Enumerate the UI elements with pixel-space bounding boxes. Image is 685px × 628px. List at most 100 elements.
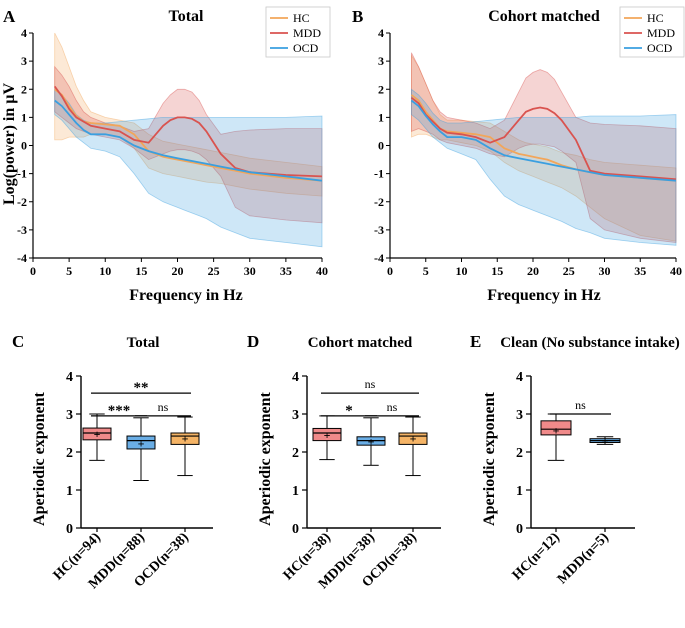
- panel-b-title: Cohort matched: [488, 8, 600, 25]
- panel-d-ylabel: Aperiodic exponent: [257, 391, 274, 525]
- panel-b-legend-label-ocd: OCD: [647, 41, 673, 55]
- panel-b-xtick-label: 15: [491, 264, 503, 278]
- panel-a-xlabel: Frequency in Hz: [129, 287, 242, 304]
- panel-c-ytick-label: 4: [66, 370, 73, 385]
- panel-b-line-ocd: [410, 99, 677, 182]
- panel-c: C Total Aperiodic exponent 01234+HC(n=94…: [12, 332, 213, 592]
- panel-d-title: Cohort matched: [308, 335, 413, 351]
- panel-b-ytick-label: 4: [378, 26, 384, 40]
- panel-b-xtick-label: 30: [599, 264, 611, 278]
- panel-a-xtick-label: 20: [172, 264, 184, 278]
- panel-label-c: C: [12, 332, 24, 351]
- panel-c-box-hc-mean-marker: +: [94, 427, 101, 441]
- panel-c-ytick-label: 3: [66, 408, 73, 423]
- panel-a-ytick-label: 4: [21, 26, 27, 40]
- panel-d: D Cohort matched Aperiodic exponent 0 1 2 3…: [247, 332, 441, 592]
- panel-e-ytick-label: 1: [516, 484, 523, 499]
- panel-d-ytick-label: 1: [292, 484, 299, 499]
- panel-a-ytick-label: 0: [21, 139, 27, 153]
- panel-a-xtick-label: 25: [208, 264, 220, 278]
- panel-a-ytick-label: 3: [21, 54, 27, 68]
- panel-e-significance-label: ns: [575, 398, 586, 412]
- panel-c-box-mdd-iqr: [126, 435, 156, 450]
- panel-d-ytick-label: 3: [292, 408, 299, 423]
- panel-b-ytick-label: 1: [378, 110, 384, 124]
- panel-e-box-hc-iqr: [540, 420, 572, 436]
- panel-label-b: B: [352, 7, 363, 26]
- panel-a-line-ocd: [54, 99, 323, 182]
- panel-b-ytick-label: 3: [378, 54, 384, 68]
- panel-b-xtick-label: 35: [634, 264, 646, 278]
- panel-e: E Clean (No substance intake) Aperiodic …: [470, 332, 680, 587]
- panel-b-xtick-label: 5: [423, 264, 429, 278]
- panel-b: B Cohort matched Frequency in Hz -4 -3 -2 -…: [352, 6, 685, 304]
- panel-d-significance-label: *: [345, 403, 353, 419]
- panel-b-line-mdd: [410, 96, 677, 181]
- panel-label-d: D: [247, 332, 259, 351]
- panel-a-band-ocd: [54, 88, 323, 248]
- panel-e-ytick-label: 0: [516, 522, 523, 537]
- panel-a-title: Total: [169, 8, 205, 25]
- panel-b-ytick-label: 0: [378, 139, 384, 153]
- panel-b-xtick-label: 10: [456, 264, 468, 278]
- panel-a-line-mdd: [53, 85, 323, 178]
- panel-a-ylabel: Log(power) in µV: [1, 83, 18, 206]
- panel-a-ytick-label: -3: [17, 223, 27, 237]
- panel-b-ytick-label: -2: [374, 195, 384, 209]
- panel-c-significance-label: ns: [158, 400, 169, 414]
- panel-a-ytick-label: -4: [17, 251, 27, 265]
- panel-a-ytick-label: -1: [17, 167, 27, 181]
- panel-a-xtick-label: 5: [66, 264, 72, 278]
- panel-a-xtick-label: 40: [316, 264, 328, 278]
- panel-d-significance-label: ns: [365, 377, 376, 391]
- panel-d-box-hc-iqr: [312, 427, 342, 442]
- panel-a-ytick-label: 1: [21, 110, 27, 124]
- panel-b-xtick-label: 0: [387, 264, 393, 278]
- panel-a: A Total Frequency in Hz Log(power) in µV…: [1, 6, 331, 304]
- panel-b-legend-label-mdd: MDD: [647, 26, 675, 40]
- panel-a-xtick-label: 35: [280, 264, 292, 278]
- panel-b-xlabel: Frequency in Hz: [487, 287, 600, 304]
- panel-c-ylabel: Aperiodic exponent: [31, 391, 48, 525]
- panel-b-xtick-label: 25: [563, 264, 575, 278]
- panel-a-legend-label-hc: HC: [293, 11, 310, 25]
- panel-a-xtick-label: 30: [244, 264, 256, 278]
- panel-d-ytick-label: 2: [292, 446, 299, 461]
- panel-d-ytick-label: 0: [292, 522, 299, 537]
- panel-c-title: Total: [127, 335, 160, 351]
- panel-b-ytick-label: 2: [378, 82, 384, 96]
- panel-label-e: E: [470, 332, 481, 351]
- panel-e-ytick-label: 3: [516, 408, 523, 423]
- panel-b-band-mdd: [411, 52, 677, 243]
- panel-c-significance-label: ***: [108, 403, 131, 419]
- panel-c-ytick-label: 2: [66, 446, 73, 461]
- panel-a-legend-label-mdd: MDD: [293, 26, 321, 40]
- panel-a-xtick-label: 0: [30, 264, 36, 278]
- panel-b-ytick-label: -4: [374, 251, 384, 265]
- panel-a-xtick-label: 10: [99, 264, 111, 278]
- panel-label-a: A: [3, 7, 16, 26]
- panel-e-box-mdd-mean-marker: +: [602, 434, 609, 448]
- panel-c-box-hc-iqr: [82, 427, 112, 441]
- panel-c-box-ocd-mean-marker: +: [182, 432, 189, 446]
- panel-d-significance-label: ns: [387, 400, 398, 414]
- panel-b-band-ocd: [411, 88, 677, 246]
- panel-b-ytick-label: -1: [374, 167, 384, 181]
- panel-e-ytick-label: 2: [516, 446, 523, 461]
- panel-e-box-hc-mean-marker: +: [553, 423, 560, 437]
- panel-c-significance-label: **: [134, 380, 149, 396]
- panel-b-ytick-label: -3: [374, 223, 384, 237]
- panel-d-box-hc-mean-marker: +: [324, 428, 331, 442]
- panel-d-box-mdd-mean-marker: +: [368, 435, 375, 449]
- panel-e-ylabel: Aperiodic exponent: [481, 391, 498, 525]
- panel-a-ytick-label: -2: [17, 195, 27, 209]
- panel-d-box-ocd-iqr: [398, 432, 428, 445]
- panel-b-band-hc: [411, 54, 677, 242]
- panel-c-ytick-label: 0: [66, 522, 73, 537]
- panel-e-xtick-label: MDD(n=5): [555, 530, 612, 587]
